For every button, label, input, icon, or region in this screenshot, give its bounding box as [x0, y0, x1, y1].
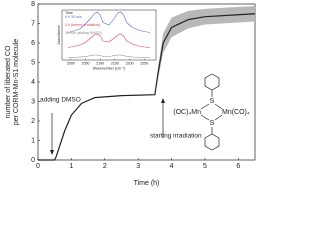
x-tick-label: 2100	[96, 61, 104, 65]
atom-label: Mn(CO)₄	[222, 109, 250, 116]
y-tick-label: 8	[31, 1, 35, 8]
y-axis-label: Absorbance	[57, 25, 61, 44]
line	[38, 13, 256, 161]
y-tick-label: 2	[31, 118, 35, 125]
annotation: adding DMSO	[40, 97, 81, 104]
arrowhead	[161, 98, 165, 103]
y-tick-label: 7	[31, 20, 35, 27]
legend-label: 3 h (before irradiation)	[65, 23, 100, 27]
x-axis-label: Time (h)	[134, 180, 160, 187]
x-tick-label: 5	[203, 163, 207, 170]
annotation: starting irradiation	[150, 133, 202, 140]
x-axis-label: Wavenumber (cm⁻¹)	[93, 66, 126, 70]
y-tick-label: 4	[31, 79, 35, 86]
line	[67, 33, 151, 48]
y-axis-label: per CORM-Mn-S1 molecule	[13, 39, 20, 125]
x-tick-label: 2050	[82, 61, 90, 65]
line	[67, 54, 151, 58]
arrowhead	[50, 150, 54, 155]
x-tick-label: 2250	[140, 61, 148, 65]
y-tick-label: 6	[31, 40, 35, 47]
frame	[61, 9, 157, 61]
y-tick-label: 0	[31, 157, 35, 164]
chart: 0 1 2 3 4 5 6 0 1 2 3 4 5 6 7 8 Time (h) number of libera…	[5, 1, 256, 187]
x-tick-label: 4	[170, 163, 174, 170]
x-tick-label: 2150	[111, 61, 119, 65]
x-tick-label: 2200	[126, 61, 134, 65]
legend-label: 30 min (adding DMSO)	[65, 31, 102, 35]
atom-label: S	[210, 120, 215, 127]
x-tick-label: 1	[69, 163, 73, 170]
x-tick-label: 2000	[67, 61, 75, 65]
y-tick-label: 3	[31, 98, 35, 105]
legend-title: Time	[65, 11, 73, 15]
x-tick-label: 6	[236, 163, 240, 170]
x-tick-label: 2	[103, 163, 107, 170]
atom-label: (OC)₄Mn	[173, 109, 201, 116]
legend-label: 4 h 30 min	[65, 15, 82, 19]
x-tick-label: 0	[36, 163, 40, 170]
y-axis-label: number of liberated CO	[5, 45, 12, 118]
atom-label: S	[210, 98, 215, 105]
y-tick-label: 5	[31, 59, 35, 66]
error-band	[38, 5, 255, 161]
inset: 2000 2050 2100 2150 2200 2250 Wavenumber (cm⁻¹…	[57, 9, 157, 70]
structure	[200, 73, 223, 151]
y-tick-label: 1	[31, 137, 35, 144]
line	[67, 11, 151, 33]
main-plot: 0 1 2 3 4 5 6 0 1 2 3 4 5 6 7 8 Time (h) number of libera…	[5, 1, 256, 187]
x-tick-label: 3	[136, 163, 140, 170]
